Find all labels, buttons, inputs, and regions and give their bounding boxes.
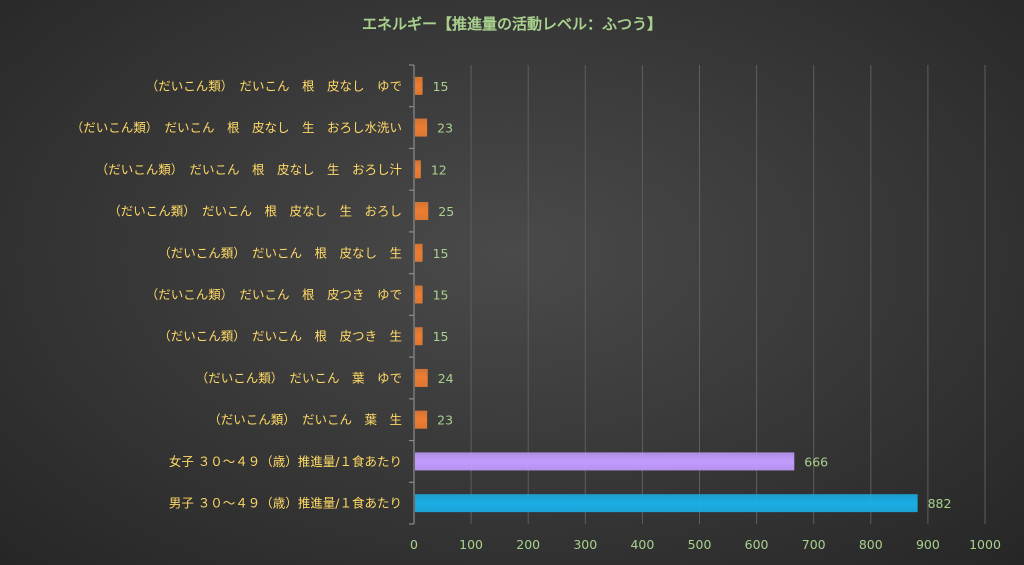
bar [415,368,428,387]
bar [415,243,423,262]
bar [415,452,795,471]
category-label: （だいこん類） だいこん 根 皮なし 生 おろし水洗い [71,120,402,135]
bar [415,494,918,513]
bar [415,118,428,137]
labels: 0 100 200 300 400 500 600 700 800 900 1000 （だいこん類） … [71,78,1001,552]
data-label: 15 [433,329,449,344]
data-label: 666 [804,454,828,469]
x-tick-label: 900 [916,537,940,552]
data-label: 24 [438,371,454,386]
category-label: （だいこん類） だいこん 葉 生 [208,412,402,427]
category-label: （だいこん類） だいこん 根 皮なし 生 [158,245,402,260]
category-label: （だいこん類） だいこん 根 皮なし 生 おろし [108,204,402,219]
x-tick-label: 200 [516,537,540,552]
bars [415,76,918,513]
bar [415,160,421,179]
data-label: 23 [437,413,453,428]
gridlines [409,64,986,525]
chart-title: エネルギー【推進量の活動レベル：ふつう】 [362,15,662,33]
x-tick-label: 800 [859,537,883,552]
x-tick-label: 500 [688,537,712,552]
x-tick-label: 700 [802,537,826,552]
category-label: （だいこん類） だいこん 葉 ゆで [196,370,402,385]
x-tick-label: 1000 [969,537,1001,552]
x-tick-label: 400 [630,537,654,552]
category-label: 女子 ３０～４９（歳）推進量/１食あたり [169,454,402,469]
bar [415,76,423,95]
x-tick-label: 0 [410,537,418,552]
data-label: 882 [928,496,952,511]
data-label: 12 [431,162,447,177]
data-label: 15 [433,79,449,94]
category-label: （だいこん類） だいこん 根 皮なし ゆで [146,78,402,93]
category-label: （だいこん類） だいこん 根 皮つき ゆで [146,287,402,302]
category-label: （だいこん類） だいこん 根 皮つき 生 [158,329,402,344]
x-tick-label: 600 [745,537,769,552]
x-tick-label: 100 [459,537,483,552]
x-tick-label: 300 [573,537,597,552]
bar [415,202,429,221]
data-label: 15 [433,246,449,261]
category-label: （だいこん類） だいこん 根 皮なし 生 おろし汁 [96,162,403,177]
data-label: 15 [433,288,449,303]
bar [415,285,423,304]
category-label: 男子 ３０～４９（歳）推進量/１食あたり [169,496,402,511]
data-label: 25 [438,204,454,219]
bar [415,327,423,346]
bar [415,410,428,429]
data-label: 23 [437,121,453,136]
